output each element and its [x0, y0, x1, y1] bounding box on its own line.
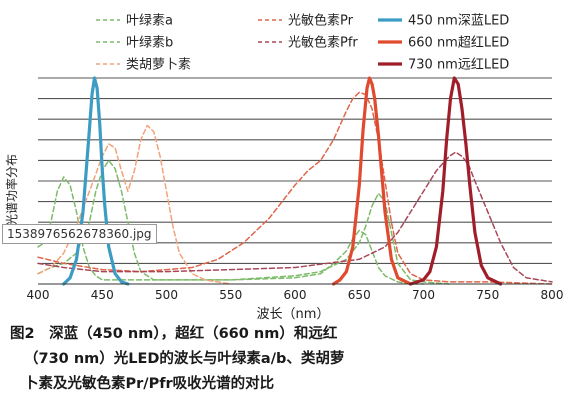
- x-tick-label: 500: [155, 288, 178, 302]
- series-line-led730: [409, 76, 503, 286]
- legend-label-pfr: 光敏色素Pfr: [288, 35, 358, 51]
- spectrum-chart: 400 450 500 550 600 650 700 750 800 波长（nm） 光谱功率分…: [4, 13, 564, 321]
- x-tick-label: 400: [27, 288, 50, 302]
- series-line-carotenoid: [37, 124, 232, 285]
- x-tick-label: 450: [91, 288, 114, 302]
- x-tick-label: 600: [284, 288, 307, 302]
- caption-line-3: 卜素及光敏色素Pr/Pfr吸收光谱的对比: [24, 376, 275, 392]
- legend-label-carotenoid: 类胡萝卜素: [126, 58, 191, 73]
- filename-tag: 1538976562678360.jpg: [2, 224, 157, 244]
- legend-label-led450: 450 nm深蓝LED: [408, 14, 509, 29]
- legend-label-chl-b: 叶绿素b: [126, 36, 173, 51]
- x-tick-label: 550: [219, 288, 242, 302]
- series-line-led660: [331, 76, 413, 286]
- x-axis-title: 波长（nm）: [257, 307, 330, 320]
- y-axis-title: 光谱功率分布: [4, 154, 19, 226]
- series-line-chl-b: [37, 159, 425, 285]
- legend-label-pr: 光敏色素Pr: [288, 13, 354, 29]
- x-tick-label: 700: [412, 288, 435, 302]
- legend-label-led730: 730 nm远红LED: [408, 57, 509, 73]
- legend-label-led660: 660 nm超红LED: [408, 35, 509, 51]
- caption-line-1: 图2 深蓝（450 nm），超红（660 nm）和远红: [10, 326, 338, 342]
- series-line-pr: [37, 91, 553, 285]
- legend: 叶绿素a 叶绿素b 类胡萝卜素 光敏色素Pr 光敏色素Pfr 450 nm深蓝LED 660…: [96, 13, 509, 73]
- figure-caption: 图2 深蓝（450 nm），超红（660 nm）和远红 （730 nm）光LED…: [10, 322, 565, 397]
- x-tick-label: 800: [541, 288, 564, 302]
- x-tick-labels: 400 450 500 550 600 650 700 750 800: [27, 288, 564, 302]
- caption-line-2: （730 nm）光LED的波长与叶绿素a/b、类胡萝: [24, 351, 345, 367]
- x-tick-label: 650: [348, 288, 371, 302]
- series-line-pfr: [37, 151, 553, 283]
- x-tick-label: 750: [476, 288, 499, 302]
- legend-label-chl-a: 叶绿素a: [126, 14, 173, 29]
